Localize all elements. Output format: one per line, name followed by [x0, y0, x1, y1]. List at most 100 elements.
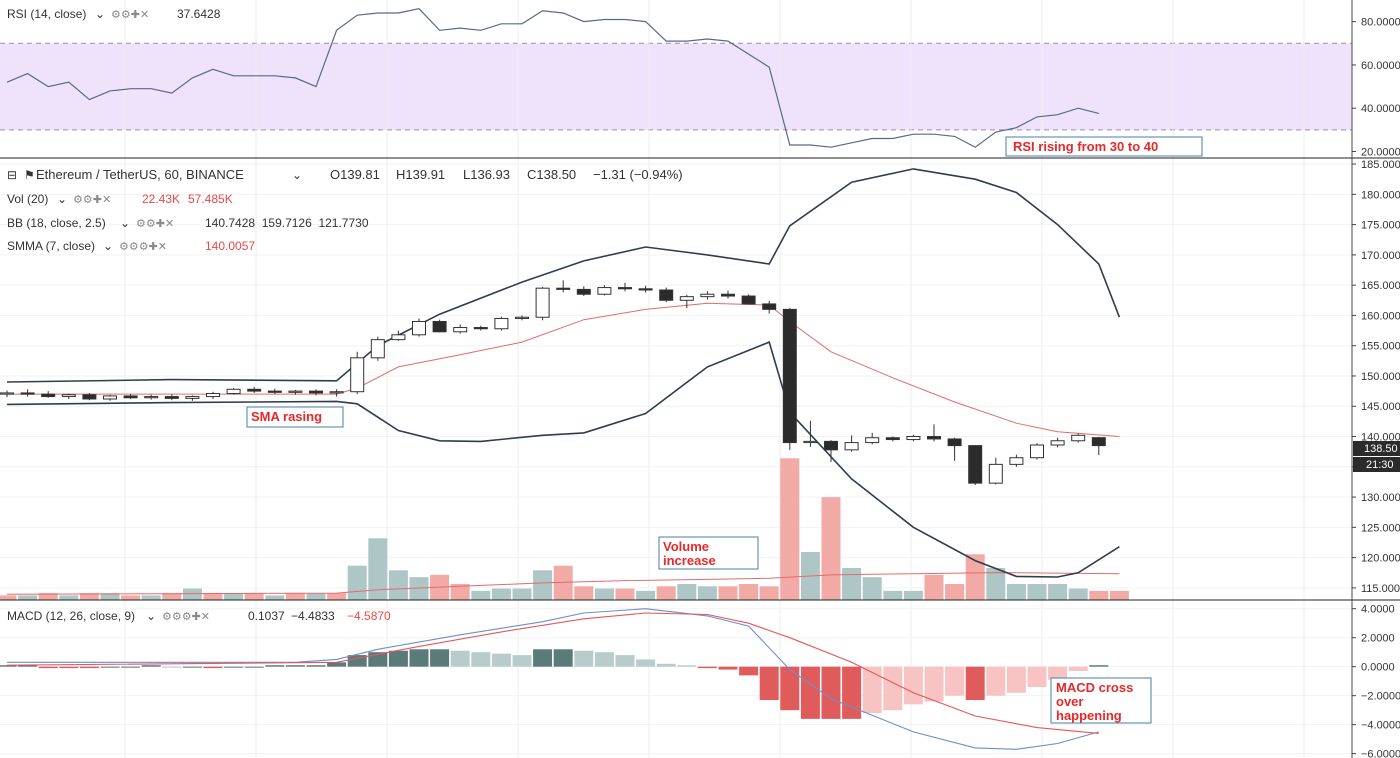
candle-body: [1009, 457, 1024, 465]
candle-body: [659, 289, 674, 301]
macd-legend[interactable]: MACD (12, 26, close, 9) ⌄ ⚙⚙⚙✚✕ 0.1037 −…: [7, 609, 391, 623]
macd-hist-bar: [327, 662, 347, 667]
candle-body: [123, 395, 138, 399]
volume-legend[interactable]: Vol (20) ⌄ ⚙⚙✚✕ 22.43K 57.485K: [7, 192, 233, 206]
macd-hist-bar: [0, 665, 17, 667]
candle: [803, 420, 818, 447]
price-tick-label: 120.000: [1361, 553, 1400, 565]
bb-label: BB (18, close, 2.5): [7, 216, 106, 230]
macd-tick-label: −4.0000: [1361, 720, 1400, 732]
candle-body: [1071, 434, 1086, 442]
candle-body: [762, 303, 777, 310]
candle-body: [288, 390, 303, 393]
indicator-controls-icon[interactable]: ⚙⚙✚✕: [136, 217, 174, 230]
candle-body: [700, 293, 715, 298]
candle-body: [741, 295, 756, 305]
indicator-controls-icon[interactable]: ⚙⚙✚✕: [111, 8, 149, 21]
volume-bar: [636, 590, 656, 600]
candle: [370, 336, 385, 361]
candle-body: [824, 440, 838, 451]
candle: [885, 436, 900, 442]
candle: [61, 393, 76, 399]
candle-body: [844, 442, 859, 451]
volume-bar: [203, 593, 223, 600]
volume-bar: [677, 584, 697, 600]
candle-body: [391, 334, 406, 341]
volume-ma-value: 57.485K: [188, 192, 233, 206]
candle-body: [309, 390, 323, 394]
volume-bar: [697, 586, 717, 600]
candle: [82, 392, 97, 401]
candle-body: [1050, 440, 1065, 446]
chevron-down-icon[interactable]: ⌄: [120, 216, 130, 230]
collapse-icon[interactable]: ⊟: [7, 168, 17, 182]
candle: [432, 319, 447, 333]
candle: [618, 282, 632, 292]
candle-body: [1030, 444, 1044, 459]
candle-body: [247, 388, 262, 392]
candle: [103, 394, 117, 401]
candle: [741, 294, 756, 305]
candle: [988, 457, 1003, 485]
annotation-macd-line3: happening: [1056, 708, 1122, 723]
macd-hist-bar: [162, 666, 182, 668]
annotation-box: [658, 536, 759, 570]
volume-bar: [471, 590, 491, 600]
volume-bar: [1027, 584, 1047, 600]
macd-hist-bar: [141, 665, 161, 667]
chevron-down-icon[interactable]: ⌄: [292, 168, 302, 182]
macd-tick-label: −2.0000: [1361, 691, 1400, 703]
macd-hist-bar: [636, 659, 656, 667]
candle-body: [412, 320, 426, 336]
candle-body: [535, 287, 550, 318]
price-tick-label: 150.000: [1361, 371, 1400, 383]
rsi-legend[interactable]: RSI (14, close) ⌄ ⚙⚙✚✕ 37.6428: [7, 7, 221, 21]
volume-bar: [327, 593, 347, 600]
candle-body: [947, 438, 962, 447]
candle: [597, 285, 612, 296]
candle-body: [885, 437, 900, 441]
candle: [1091, 437, 1106, 456]
signal-line: [6, 612, 1099, 734]
candle: [1050, 437, 1065, 448]
annotation-sma: SMA rasing: [246, 406, 344, 428]
indicator-controls-icon[interactable]: ⚙⚙✚✕: [73, 193, 111, 206]
macd-signal-value: −4.4833: [291, 609, 335, 623]
candle-body: [370, 339, 385, 359]
macd-hist-bar: [306, 665, 326, 667]
chevron-down-icon[interactable]: ⌄: [95, 7, 105, 21]
chevron-down-icon[interactable]: ⌄: [146, 609, 156, 623]
symbol-title[interactable]: Ethereum / TetherUS, 60, BINANCE: [36, 167, 244, 182]
volume-bar: [347, 565, 367, 600]
volume-bar: [121, 595, 141, 600]
candle: [185, 395, 200, 401]
volume-bar: [244, 593, 264, 600]
candle: [1030, 443, 1044, 460]
volume-bar: [0, 595, 17, 600]
volume-bar: [986, 568, 1006, 600]
bb-legend[interactable]: BB (18, close, 2.5) ⌄ ⚙⚙✚✕ 140.7428 159.…: [7, 216, 369, 230]
macd-tick-label: −6.0000: [1361, 749, 1400, 758]
candle-body: [61, 394, 76, 398]
candle: [412, 318, 426, 337]
smma-legend[interactable]: SMMA (7, close) ⌄ ⚙⚙⚙✚✕ 140.0057: [7, 239, 255, 253]
candle: [329, 389, 344, 397]
macd-hist-bar: [718, 666, 738, 670]
macd-hist-bar: [842, 666, 862, 719]
macd-label: MACD (12, 26, close, 9): [7, 609, 135, 623]
indicator-controls-icon[interactable]: ⚙⚙⚙✚✕: [119, 240, 167, 253]
indicator-controls-icon[interactable]: ⚙⚙⚙✚✕: [162, 610, 210, 623]
candle: [1071, 433, 1086, 443]
macd-hist-bar: [739, 666, 759, 676]
chevron-down-icon[interactable]: ⌄: [57, 192, 67, 206]
candle: [762, 300, 777, 314]
candle: [226, 388, 241, 395]
annotation-macd-line2: over: [1056, 694, 1083, 709]
volume-bar: [59, 595, 79, 600]
candle-body: [20, 392, 35, 395]
symbol-legend[interactable]: ⊟ ⚑ Ethereum / TetherUS, 60, BINANCE ⌄ O…: [7, 167, 683, 182]
chevron-down-icon[interactable]: ⌄: [103, 239, 113, 253]
volume-bar: [883, 590, 903, 600]
last-price-tag-bg: [1353, 441, 1400, 456]
